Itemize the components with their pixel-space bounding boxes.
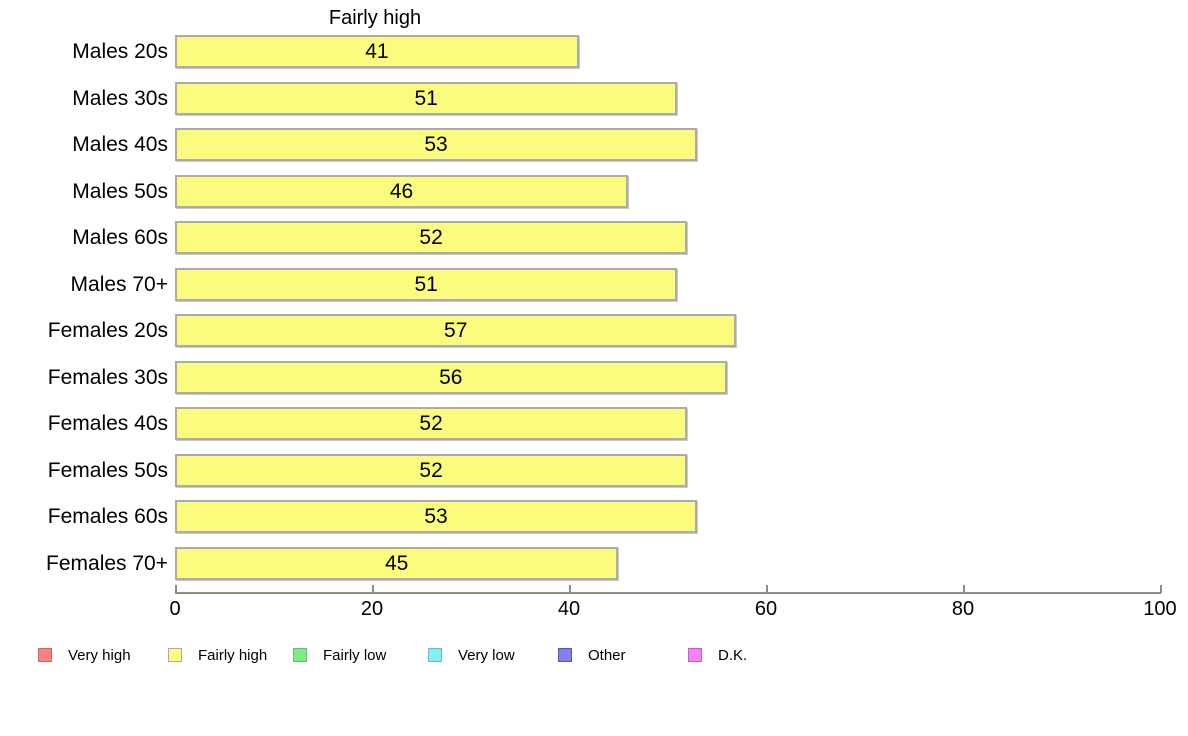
legend-label: Fairly high <box>198 646 268 664</box>
category-label: Males 60s <box>72 226 168 249</box>
x-axis-tick-mark <box>372 585 374 593</box>
x-axis-tick-label: 80 <box>951 598 975 620</box>
bar: 51 <box>175 81 678 115</box>
bar: 57 <box>175 314 737 347</box>
x-axis-tick-label: 20 <box>360 598 384 620</box>
legend-swatch-icon <box>38 648 52 662</box>
x-axis-line <box>175 592 1161 594</box>
bar: 45 <box>175 546 619 580</box>
chart-title: Fairly high <box>328 7 422 29</box>
bar: 56 <box>175 360 727 394</box>
category-label: Females 60s <box>47 505 168 528</box>
bar: 46 <box>175 174 629 208</box>
legend-swatch-icon <box>688 648 702 662</box>
bar-value-label: 51 <box>414 272 438 296</box>
bar: 51 <box>175 267 678 301</box>
category-label: Females 40s <box>47 412 168 435</box>
category-label: Males 30s <box>72 86 168 110</box>
x-axis-tick-mark <box>963 585 965 593</box>
bar-value-label: 46 <box>389 179 414 203</box>
category-label: Males 40s <box>72 133 168 156</box>
x-axis-tick-mark <box>175 585 177 593</box>
category-label: Females 20s <box>47 319 168 342</box>
bar-value-label: 45 <box>384 551 409 575</box>
bar-value-label: 57 <box>444 319 468 342</box>
legend-swatch-icon <box>293 648 307 662</box>
bar: 52 <box>175 221 688 254</box>
legend-label: D.K. <box>718 646 748 664</box>
x-axis-tick-label: 60 <box>754 598 778 620</box>
bar-value-label: 53 <box>424 505 448 528</box>
x-axis-tick-label: 40 <box>557 598 581 620</box>
category-label: Females 50s <box>47 458 168 482</box>
legend-swatch-icon <box>558 648 572 662</box>
bar-value-label: 56 <box>439 365 463 389</box>
category-label: Males 20s <box>72 40 168 63</box>
bar: 52 <box>175 407 688 440</box>
legend-item: Fairly low <box>293 645 386 665</box>
legend-label: Fairly low <box>323 646 387 664</box>
bar: 53 <box>175 128 698 161</box>
x-axis-tick-mark <box>569 585 571 593</box>
bar: 41 <box>175 35 579 68</box>
bar: 53 <box>175 500 698 533</box>
bar-value-label: 53 <box>424 133 448 156</box>
legend-item: Very low <box>428 645 515 665</box>
bar: 52 <box>175 453 688 487</box>
bar-value-label: 52 <box>419 458 443 482</box>
category-label: Females 70+ <box>46 551 168 575</box>
legend-swatch-icon <box>428 648 442 662</box>
x-axis-tick-label: 0 <box>169 598 181 620</box>
x-axis-tick-label: 100 <box>1143 598 1177 620</box>
legend-item: Very high <box>38 645 131 665</box>
legend-label: Very low <box>458 646 515 664</box>
x-axis-tick-mark <box>1160 585 1162 593</box>
legend-label: Very high <box>68 646 131 664</box>
category-label: Females 30s <box>47 365 168 389</box>
bar-value-label: 41 <box>365 40 389 63</box>
category-label: Males 70+ <box>70 272 168 296</box>
bar-value-label: 52 <box>419 226 443 249</box>
bar-value-label: 52 <box>419 412 443 435</box>
category-label: Males 50s <box>72 179 168 203</box>
legend-item: Fairly high <box>168 645 267 665</box>
bar-value-label: 51 <box>414 86 438 110</box>
legend-label: Other <box>588 646 626 664</box>
x-axis-tick-mark <box>766 585 768 593</box>
legend-item: Other <box>558 645 626 665</box>
legend-item: D.K. <box>688 645 747 665</box>
legend-swatch-icon <box>168 648 182 662</box>
